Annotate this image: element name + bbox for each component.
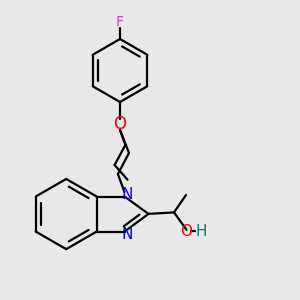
Text: O: O (113, 116, 127, 134)
Text: N: N (122, 187, 133, 202)
Text: F: F (116, 16, 124, 29)
Text: H: H (195, 224, 207, 239)
Text: O: O (181, 224, 193, 239)
Text: N: N (121, 227, 133, 242)
